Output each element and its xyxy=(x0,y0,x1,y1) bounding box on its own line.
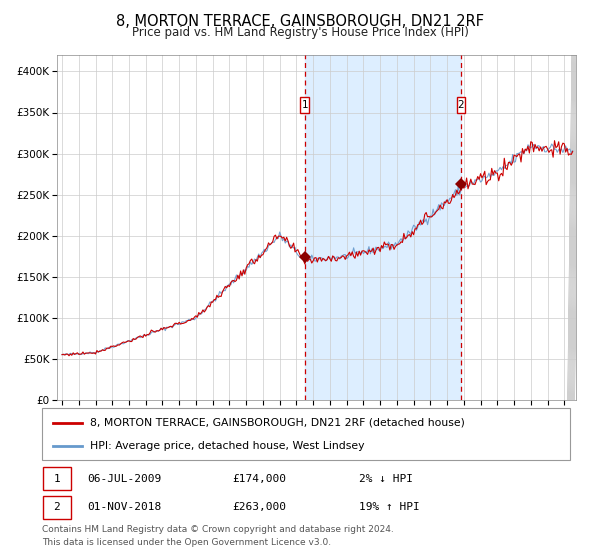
Text: This data is licensed under the Open Government Licence v3.0.: This data is licensed under the Open Gov… xyxy=(42,538,331,547)
Text: £174,000: £174,000 xyxy=(232,474,286,484)
Text: 2: 2 xyxy=(53,502,60,512)
Text: Contains HM Land Registry data © Crown copyright and database right 2024.: Contains HM Land Registry data © Crown c… xyxy=(42,525,394,534)
Text: Price paid vs. HM Land Registry's House Price Index (HPI): Price paid vs. HM Land Registry's House … xyxy=(131,26,469,39)
Text: 2% ↓ HPI: 2% ↓ HPI xyxy=(359,474,413,484)
Bar xyxy=(43,496,71,519)
Text: 2: 2 xyxy=(458,100,464,110)
Text: 8, MORTON TERRACE, GAINSBOROUGH, DN21 2RF (detached house): 8, MORTON TERRACE, GAINSBOROUGH, DN21 2R… xyxy=(89,418,464,428)
Bar xyxy=(457,97,466,113)
Text: 19% ↑ HPI: 19% ↑ HPI xyxy=(359,502,419,512)
Bar xyxy=(305,55,461,400)
Bar xyxy=(43,467,71,490)
Text: 06-JUL-2009: 06-JUL-2009 xyxy=(87,474,161,484)
Text: 1: 1 xyxy=(301,100,308,110)
Text: 8, MORTON TERRACE, GAINSBOROUGH, DN21 2RF: 8, MORTON TERRACE, GAINSBOROUGH, DN21 2R… xyxy=(116,14,484,29)
Text: £263,000: £263,000 xyxy=(232,502,286,512)
Bar xyxy=(301,97,309,113)
Text: 01-NOV-2018: 01-NOV-2018 xyxy=(87,502,161,512)
Text: HPI: Average price, detached house, West Lindsey: HPI: Average price, detached house, West… xyxy=(89,441,364,451)
Text: 1: 1 xyxy=(53,474,60,484)
